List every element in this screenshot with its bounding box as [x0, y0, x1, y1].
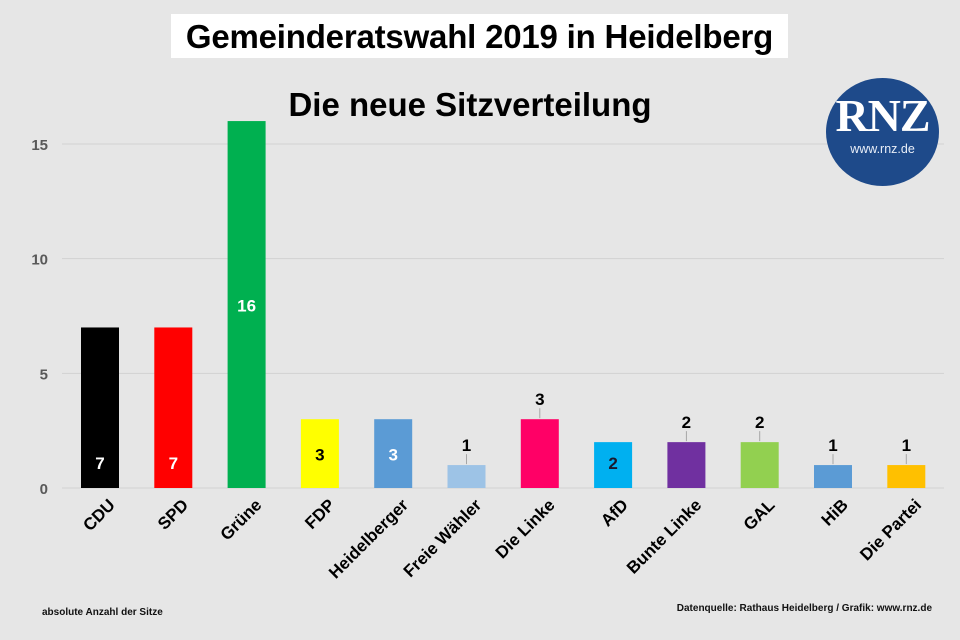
bars: [81, 121, 926, 489]
y-axis-ticks: 0 5 10 15: [31, 137, 48, 498]
data-label: 1: [902, 436, 911, 455]
x-tick-label: GAL: [740, 495, 779, 534]
bar-grüne: [227, 121, 266, 489]
bar-die-partei: [887, 465, 926, 488]
data-labels: 7 7 16 3 3 1 3 2 2 2 1 1: [95, 297, 911, 473]
x-tick-label: Bunte Linke: [623, 495, 705, 577]
x-tick-label: Freie Wähler: [400, 495, 486, 581]
bar-heidelberger: [374, 419, 413, 488]
data-label: 2: [608, 454, 617, 473]
bar-afd: [594, 442, 633, 488]
x-tick-label: FDP: [301, 495, 338, 532]
gridlines: [62, 143, 944, 489]
title-background: [171, 14, 788, 58]
bar-hib: [814, 465, 852, 488]
source-note: Datenquelle: Rathaus Heidelberg / Grafik…: [676, 603, 932, 614]
bar-cdu: [81, 327, 119, 488]
data-label: 2: [755, 413, 764, 432]
y-tick-label: 10: [31, 252, 48, 269]
logo-text: RNZ: [835, 90, 930, 141]
data-label: 7: [169, 454, 178, 473]
bar-die-linke: [520, 419, 559, 488]
rnz-logo[interactable]: RNZ www.rnz.de: [826, 78, 939, 186]
x-tick-label: Die Partei: [856, 495, 925, 564]
data-label: 1: [828, 436, 837, 455]
logo-url: www.rnz.de: [850, 142, 915, 156]
x-tick-label: Grüne: [217, 495, 266, 544]
y-unit-note: absolute Anzahl der Sitze: [42, 607, 163, 618]
data-label: 3: [535, 390, 544, 409]
data-label: 3: [388, 446, 397, 465]
data-label: 2: [682, 413, 691, 432]
bar-spd: [154, 327, 193, 488]
bar-gal: [740, 442, 779, 488]
data-label: 1: [462, 436, 471, 455]
x-tick-label: SPD: [154, 495, 192, 533]
data-label: 3: [315, 446, 324, 465]
x-tick-label: CDU: [79, 495, 118, 534]
x-tick-label: Die Linke: [492, 495, 559, 562]
data-label: 7: [95, 454, 104, 473]
x-tick-label: HiB: [818, 495, 852, 529]
bar-freie-wähler: [447, 465, 486, 488]
y-tick-label: 15: [31, 137, 48, 154]
chart-subtitle: Die neue Sitzverteilung: [288, 86, 652, 123]
y-tick-label: 5: [40, 366, 48, 383]
bar-fdp: [300, 419, 339, 488]
chart-title: Gemeinderatswahl 2019 in Heidelberg: [185, 18, 774, 55]
x-tick-label: AfD: [597, 495, 632, 530]
x-tick-label: Heidelberger: [325, 495, 412, 582]
data-label: 16: [237, 297, 256, 316]
bar-bunte-linke: [667, 442, 706, 488]
y-tick-label: 0: [40, 481, 48, 498]
